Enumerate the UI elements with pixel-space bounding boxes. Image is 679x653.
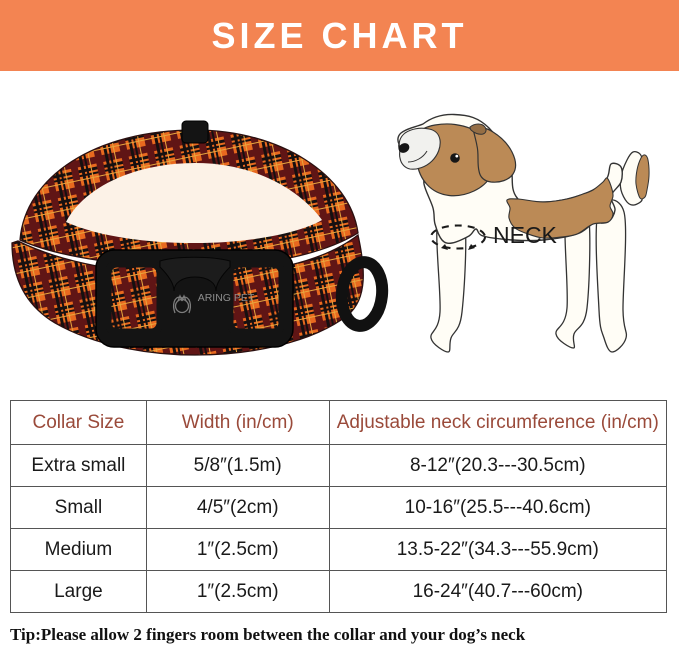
svg-text:NECK: NECK — [493, 222, 558, 248]
svg-text:ARING PET: ARING PET — [198, 292, 255, 304]
